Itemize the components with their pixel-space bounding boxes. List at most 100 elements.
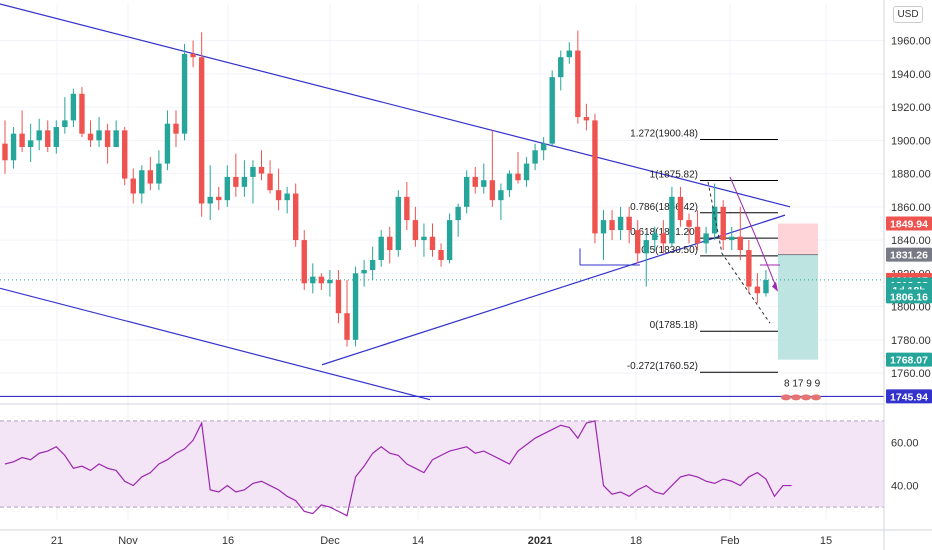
candle-body [27,140,34,147]
candle-body [515,173,521,181]
events-label: 8 17 9 9 [784,378,821,389]
candles [2,30,769,347]
candle-body [609,220,615,231]
candle-body [156,163,162,184]
price-tag-label: 1745.94 [890,391,928,403]
candle-body [275,190,282,201]
price-tag-bg [886,216,932,231]
price-tick-label: 1900.00 [891,135,931,147]
projection-arrow-path [729,176,777,287]
candle-body [711,206,718,234]
candle-body [310,276,316,284]
price-tick-label: 1780.00 [891,335,931,347]
flag-icon [801,394,811,401]
rsi-panel [0,420,884,517]
candle-body [233,176,239,187]
candle-body [207,196,213,204]
time-tick-label: 16 [222,535,234,547]
candle-body [746,250,752,287]
price-tick-label: 1960.00 [891,36,931,48]
candle-body [643,240,649,254]
projection-dashed-path [707,181,771,324]
time-tick-label: Dec [320,535,340,547]
candle-body [122,130,128,179]
candle-body [113,130,119,147]
grid-lines [0,4,884,520]
candle-body [677,196,684,221]
candle-body [686,220,692,227]
candle-body [703,233,709,244]
price-tick-label: 1860.00 [891,202,931,214]
candle-body [600,220,607,234]
candle-body [62,120,68,128]
time-tick-label: Nov [118,535,138,547]
candle-body [387,236,393,251]
fib-level-label: 0.786(1856.42) [630,202,698,213]
candle-body [45,130,51,147]
flag-icon [781,394,791,401]
flag-icon [791,394,801,401]
candle-body [19,133,25,147]
candle-body [96,130,102,141]
candle-body [173,123,179,134]
currency-badge[interactable]: USD [893,6,923,23]
candle-body [267,173,273,191]
candle-body [70,93,77,121]
trendlines [0,3,884,401]
time-tick-label: 21 [51,535,63,547]
candle-body [79,93,85,134]
fibonacci-levels: 1.272(1900.48) 1(1875.82) 0.786(1856.42) 0.… [627,129,778,373]
fib-level-label: 0(1785.18) [650,320,698,331]
candle-body [694,226,701,244]
candle-body [36,130,42,141]
upper-trendline [0,3,791,208]
candle-body [532,150,538,164]
price-tag: 1806.16 [886,289,932,304]
price-tag-label: 1849.94 [890,219,928,231]
price-tag-bg [886,247,932,262]
candle-body [575,50,581,118]
candle-body [147,170,154,184]
time-tick-label: 15 [820,535,832,547]
candle-body [566,50,572,58]
price-tick-label: 1880.00 [891,169,931,181]
economic-events: 8 17 9 9 [781,378,821,401]
candle-body [438,250,444,261]
candle-body [10,133,17,161]
price-tag-label: 1831.26 [890,250,928,262]
candle-body [241,176,248,187]
stop-loss-zone [778,223,818,255]
candle-body [164,123,171,164]
candle-body [301,240,307,284]
time-tick-label: Feb [721,535,740,547]
time-tick-label: 2021 [528,535,552,547]
candle-body [626,216,632,231]
fib-level-label: 1.272(1900.48) [630,129,698,140]
candle-body [87,133,94,141]
projection-arrowhead [772,281,778,292]
take-profit-zone [778,254,818,360]
candle-body [592,120,598,234]
candle-body [540,143,547,151]
candle-body [198,57,205,204]
candle-body [737,236,743,251]
candle-body [378,236,384,261]
price-tag: 1745.94 [886,389,932,404]
candle-body [181,53,188,134]
price-tag-label: 1768.07 [890,355,928,367]
fib-level-label: 0.5(1830.50) [641,245,698,256]
candle-body [224,176,230,201]
fib-level-label: 1(1875.82) [650,170,698,181]
candle-body [720,206,726,241]
candle-body [498,190,504,201]
price-tag-label: 1806.16 [890,291,928,303]
candle-body [660,233,667,244]
candle-body [318,276,325,284]
candle-body [104,130,111,147]
candle-body [455,206,461,221]
time-axis: 21 Nov 16 Dec 14 2021 18 Feb 15 [0,529,932,547]
price-tag-bg [886,352,932,367]
candle-body [506,173,513,191]
candle-body [583,117,590,121]
